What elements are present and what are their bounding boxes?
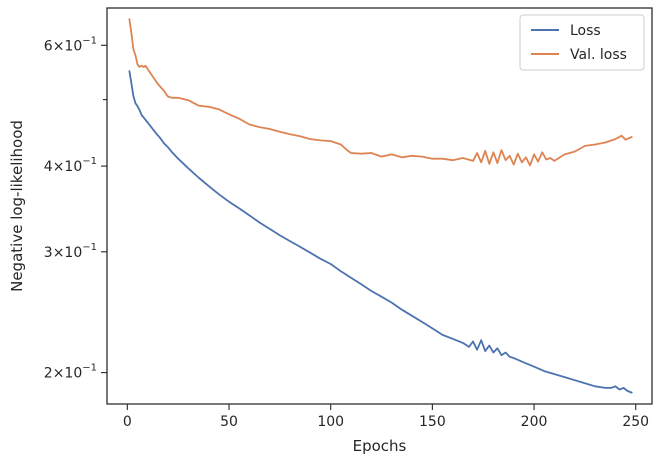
ticks-layer: 0 50 100 150 200 250 2×10−1 3×10−1 4×10−1 6×10−1 (44, 35, 649, 430)
y-tick-label: 6×10−1 (44, 35, 97, 54)
series-layer (128, 18, 633, 394)
y-tick-label: 4×10−1 (44, 156, 97, 175)
x-tick-label: 0 (123, 414, 132, 430)
x-axis-label: Epochs (353, 437, 407, 455)
y-tick-label: 2×10−1 (44, 363, 97, 382)
x-tick-label: 100 (317, 414, 344, 430)
legend-box (519, 14, 645, 71)
x-tick-label: 150 (419, 414, 446, 430)
x-tick-label: 50 (220, 414, 238, 430)
series-line-loss (128, 70, 633, 394)
legend-label-val-loss: Val. loss (570, 47, 627, 63)
y-axis-label: Negative log-likelihood (8, 120, 26, 292)
x-tick-label: 200 (521, 414, 548, 430)
y-tick-label: 3×10−1 (44, 242, 97, 261)
legend-label-loss: Loss (570, 23, 601, 39)
plot-frame (106, 7, 653, 405)
legend: Loss Val. loss (519, 14, 645, 71)
series-line-val-loss (128, 18, 633, 167)
x-tick-label: 250 (622, 414, 649, 430)
